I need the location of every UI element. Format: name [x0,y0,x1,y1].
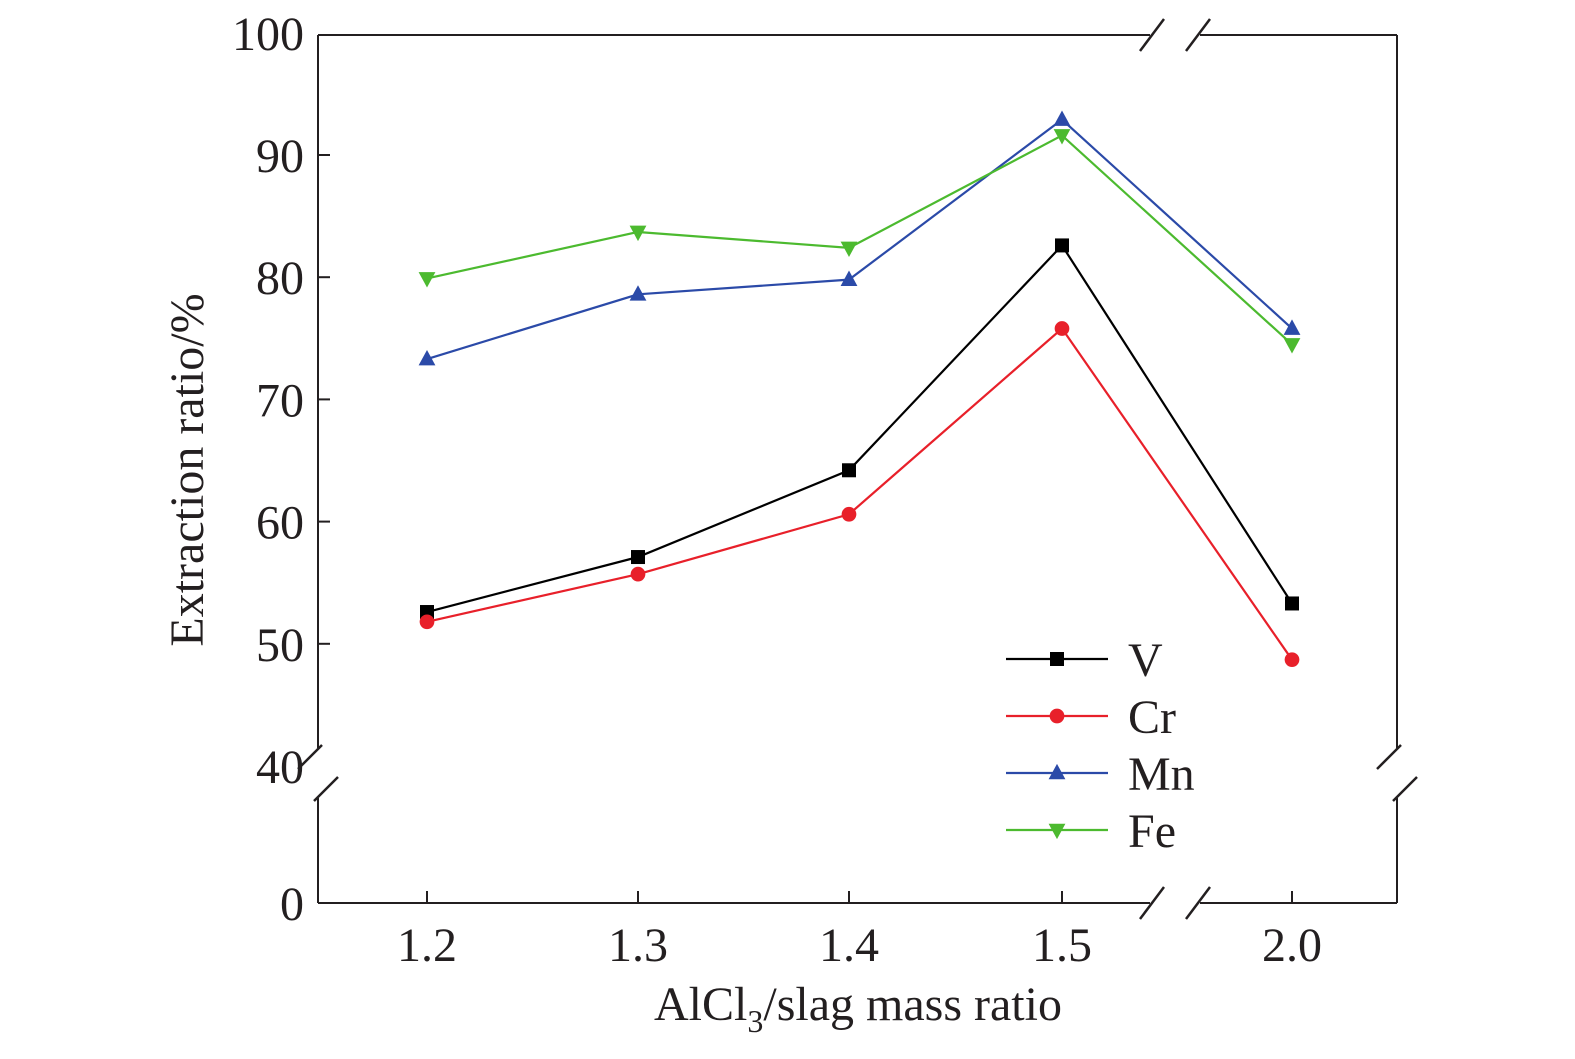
x-axis-title-subscript: 3 [747,1003,763,1039]
x-break-mark-bottom-a [1139,886,1165,920]
legend-label-Cr: Cr [1128,691,1176,744]
y-break-mark-right-b [1392,776,1418,802]
x-tick-label-1.2: 1.2 [397,919,457,972]
point-V-1.5 [1055,238,1069,253]
series-line-Mn [426,118,1293,361]
point-Fe-1.5 [1053,129,1071,145]
legend-marker-V [1050,652,1064,666]
x-tick-label-1.3: 1.3 [608,919,668,972]
point-V-1.3 [631,550,645,565]
series-V [420,238,1299,620]
x-tick-label-1.4: 1.4 [819,919,879,972]
y-break-mark-left-a [297,744,323,770]
x-axis-title: AlCl3/slag mass ratio [654,978,1062,1039]
point-Mn-1.4 [840,270,858,286]
y-tick-label-40: 40 [256,741,304,794]
y-tick-label-60: 60 [256,497,304,550]
point-Cr-1.4 [841,506,857,522]
point-Cr-1.2 [419,614,435,630]
legend-label-Mn: Mn [1128,748,1195,801]
point-Mn-2.0 [1283,319,1301,335]
point-Cr-1.5 [1054,321,1070,336]
series-line-Fe [426,134,1293,346]
series-line-Cr [426,326,1293,661]
point-Fe-1.3 [629,225,647,242]
legend-marker-Cr [1049,708,1065,724]
x-break-mark-top-b [1185,18,1211,52]
point-Fe-2.0 [1283,338,1301,354]
y-tick-label-50: 50 [256,619,304,672]
point-Mn-1.5 [1053,110,1071,126]
point-Mn-1.3 [629,285,647,301]
x-tick-label-1.5: 1.5 [1032,919,1092,972]
y-break-mark-right-a [1376,744,1402,770]
y-tick-label-80: 80 [256,252,304,305]
series-Cr [419,321,1300,668]
plot-area [418,110,1301,668]
point-Cr-2.0 [1284,652,1300,668]
x-break-mark-top-a [1139,18,1165,52]
y-axis-title: Extraction ratio/% [161,293,214,646]
point-V-1.4 [842,463,856,478]
legend-marker-Mn [1048,763,1066,780]
x-axis-title-main: AlCl [654,978,747,1031]
legend-label-Fe: Fe [1128,805,1176,858]
x-break-mark-bottom-b [1185,886,1211,920]
point-Mn-1.2 [418,349,436,366]
axes: 0 40 50 60 70 80 90 100 1.2 1.3 1.4 1.5 2.0 [232,8,1418,972]
y-tick-label-90: 90 [256,130,304,183]
point-V-2.0 [1285,596,1299,611]
point-Fe-1.2 [418,272,436,288]
series-line-V [426,243,1293,614]
y-tick-label-0: 0 [280,878,304,931]
legend-marker-Fe [1048,823,1066,840]
series-Fe [418,129,1301,354]
point-Cr-1.3 [630,566,646,582]
series-Mn [418,110,1301,366]
legend-label-V: V [1128,634,1163,687]
point-Fe-1.4 [840,241,858,257]
x-axis-title-rest: /slag mass ratio [763,978,1062,1031]
y-tick-label-70: 70 [256,374,304,427]
y-break-mark-left-b [313,776,339,802]
y-tick-label-100: 100 [232,8,304,61]
x-tick-label-2.0: 2.0 [1262,919,1322,972]
